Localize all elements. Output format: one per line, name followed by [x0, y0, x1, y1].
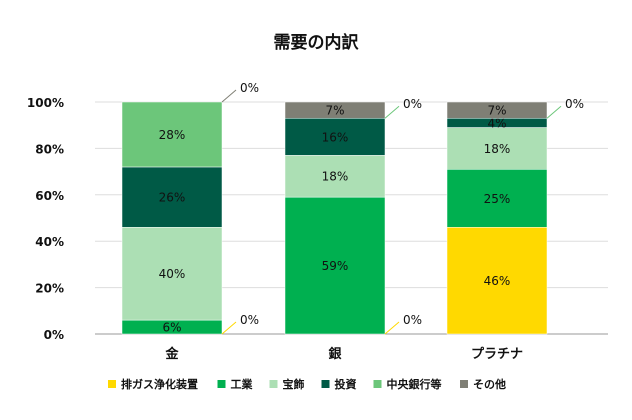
data-label: 26% [159, 191, 186, 205]
bar-segment [284, 117, 386, 156]
bar-segment [284, 155, 386, 198]
legend-swatch [321, 380, 330, 388]
data-label: 4% [487, 116, 506, 130]
legend-item: 宝飾 [269, 377, 305, 391]
legend-label: 工業 [231, 377, 254, 391]
y-tick-label: 100% [27, 96, 64, 110]
legend-item: その他 [460, 377, 506, 391]
data-label: 28% [159, 128, 186, 142]
legend-label: 中央銀行等 [387, 377, 442, 391]
leader-line [384, 105, 400, 119]
data-label: 59% [322, 259, 349, 273]
legend-swatch [460, 380, 468, 388]
bar-segment [284, 101, 386, 119]
y-tick-label: 80% [35, 142, 64, 156]
bar-segment [446, 169, 548, 228]
data-label: 18% [322, 170, 349, 184]
leader-line [221, 89, 237, 103]
leader-line [546, 105, 562, 119]
bar-segment [446, 101, 548, 119]
data-label: 7% [325, 104, 344, 118]
x-tick-label: プラチナ [471, 347, 523, 362]
leader-line [384, 321, 400, 335]
data-label: 25% [484, 192, 511, 206]
y-tick-label: 20% [35, 282, 64, 296]
legend-swatch [269, 380, 278, 388]
data-label: 0% [565, 97, 584, 111]
legend-label: 宝飾 [283, 377, 305, 391]
legend-item: 工業 [217, 377, 254, 391]
y-tick-label: 0% [44, 328, 64, 342]
legend-item: 排ガス浄化装置 [108, 377, 198, 391]
bar-segment [121, 166, 223, 228]
legend-swatch [108, 380, 116, 388]
chart-title: 需要の内訳 [274, 32, 360, 53]
legend-label: 投資 [335, 377, 357, 391]
bar-segment [446, 227, 548, 335]
legend-label: 排ガス浄化装置 [121, 377, 198, 391]
legend-item: 中央銀行等 [373, 377, 442, 391]
leader-line [221, 321, 237, 335]
data-label: 46% [484, 274, 511, 288]
data-label: 0% [403, 97, 422, 111]
legend-swatch [217, 380, 226, 388]
data-label: 7% [487, 104, 506, 118]
data-label: 6% [162, 321, 181, 335]
data-label: 0% [240, 313, 259, 327]
bar-segment [121, 101, 223, 168]
bar-segment [284, 196, 386, 335]
data-label: 40% [159, 267, 186, 281]
data-label: 18% [484, 142, 511, 156]
data-label: 0% [240, 81, 259, 95]
data-label: 0% [403, 313, 422, 327]
x-tick-label: 金 [164, 346, 179, 362]
bar-segment [121, 227, 223, 321]
legend-item: 投資 [321, 377, 357, 391]
data-label: 16% [322, 130, 349, 144]
y-tick-label: 40% [35, 235, 64, 249]
y-tick-label: 60% [35, 189, 64, 203]
x-tick-label: 銀 [328, 346, 341, 362]
legend-label: その他 [473, 377, 506, 391]
legend-swatch [373, 380, 382, 388]
